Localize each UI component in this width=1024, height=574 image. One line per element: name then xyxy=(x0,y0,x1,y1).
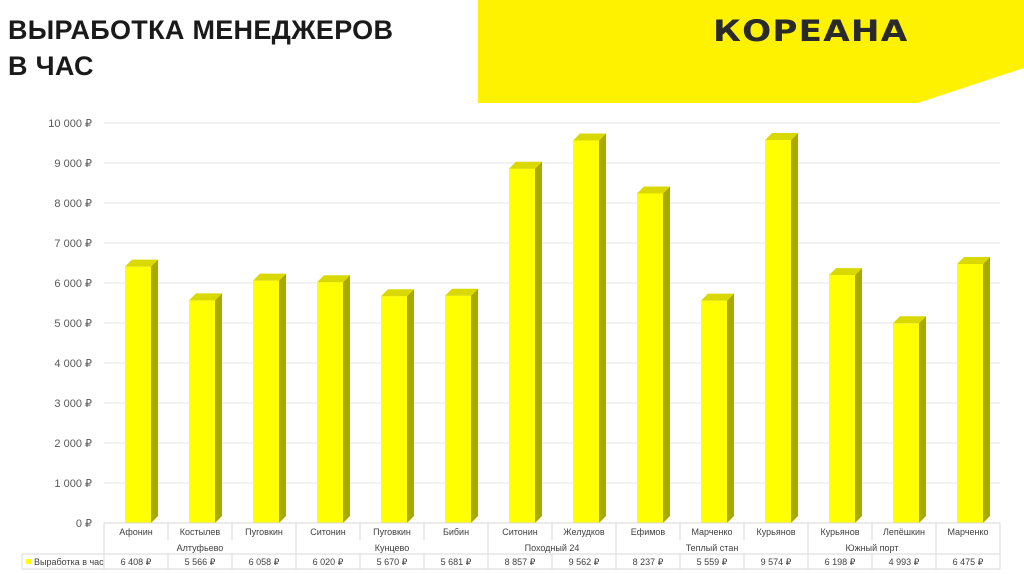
bar-top xyxy=(637,186,670,194)
bar-side xyxy=(791,133,798,523)
bar xyxy=(765,140,791,524)
category-label: Костылев xyxy=(180,527,221,537)
bar-top xyxy=(253,273,286,281)
bar-side xyxy=(855,268,862,523)
category-label: Марченко xyxy=(691,527,732,537)
bar-side xyxy=(727,293,734,523)
yellow-banner-shape xyxy=(478,0,1024,103)
group-label: Походный 24 xyxy=(525,543,580,553)
bar-top xyxy=(189,293,222,301)
y-tick-label: 2 000 ₽ xyxy=(54,438,92,450)
category-label: Ситонин xyxy=(310,527,346,537)
bar xyxy=(957,264,983,523)
bar-top xyxy=(701,293,734,301)
category-label: Желудков xyxy=(563,527,605,537)
bar-chart: 0 ₽ 1 000 ₽ 2 000 ₽ 3 000 ₽ 4 000 ₽ 5 000 ₽ 6 … xyxy=(21,118,1001,570)
category-label: Курьянов xyxy=(821,527,860,537)
bar xyxy=(829,275,855,523)
y-tick-label: 4 000 ₽ xyxy=(54,358,92,370)
legend-label: Выработка в час xyxy=(34,557,104,567)
bar-side xyxy=(343,275,350,523)
legend-swatch xyxy=(26,559,31,564)
bar-side xyxy=(919,316,926,523)
y-tick-label: 8 000 ₽ xyxy=(54,198,92,210)
bar xyxy=(253,280,279,523)
header-banner xyxy=(478,0,1024,103)
group-label: Алтуфьево xyxy=(177,543,224,553)
bar-top xyxy=(125,259,158,267)
bar-side xyxy=(279,273,286,523)
y-tick-label: 3 000 ₽ xyxy=(54,398,92,410)
category-label: Лепёшкин xyxy=(883,527,925,537)
bar-top xyxy=(445,288,478,296)
bar xyxy=(189,300,215,523)
bar-side xyxy=(151,259,158,523)
y-tick-label: 5 000 ₽ xyxy=(54,318,92,330)
value-cell: 5 566 ₽ xyxy=(185,557,216,567)
y-tick-label: 1 000 ₽ xyxy=(54,478,92,490)
value-cell: 6 475 ₽ xyxy=(953,557,984,567)
group-label: Теплый стан xyxy=(686,543,739,553)
value-cell: 6 198 ₽ xyxy=(825,557,856,567)
bar-side xyxy=(535,161,542,523)
category-label: Пуговкин xyxy=(245,527,283,537)
bar xyxy=(701,300,727,523)
bar xyxy=(637,193,663,523)
bar xyxy=(445,295,471,523)
bar-side xyxy=(983,257,990,523)
category-label: Афонин xyxy=(119,527,153,537)
bar xyxy=(125,266,151,523)
page-title: ВЫРАБОТКА МЕНЕДЖЕРОВ В ЧАС xyxy=(8,15,394,81)
y-tick-label: 0 ₽ xyxy=(76,518,92,530)
value-cell: 4 993 ₽ xyxy=(889,557,920,567)
bar-side xyxy=(599,133,606,523)
bar xyxy=(509,168,535,523)
category-label: Курьянов xyxy=(757,527,796,537)
category-label: Марченко xyxy=(947,527,988,537)
value-cell: 6 408 ₽ xyxy=(121,557,152,567)
value-cell: 9 574 ₽ xyxy=(761,557,792,567)
y-tick-label: 10 000 ₽ xyxy=(48,118,92,130)
bar-top xyxy=(317,275,350,283)
y-tick-label: 6 000 ₽ xyxy=(54,278,92,290)
bar-side xyxy=(215,293,222,523)
category-label: Пуговкин xyxy=(373,527,411,537)
group-label: Кунцево xyxy=(375,543,409,553)
value-cell: 6 058 ₽ xyxy=(249,557,280,567)
bar-top xyxy=(509,161,542,169)
category-label: Ситонин xyxy=(502,527,538,537)
bar-top xyxy=(893,316,926,324)
category-label: Ефимов xyxy=(631,527,666,537)
value-cell: 8 857 ₽ xyxy=(505,557,536,567)
bar-top xyxy=(765,133,798,141)
value-cell: 5 559 ₽ xyxy=(697,557,728,567)
bar-side xyxy=(663,186,670,523)
bar-side xyxy=(407,289,414,523)
value-cell: 5 670 ₽ xyxy=(377,557,408,567)
value-cell: 8 237 ₽ xyxy=(633,557,664,567)
koreana-logo: КОРЕАНА xyxy=(713,14,909,48)
bar-top xyxy=(829,268,862,276)
value-cell: 9 562 ₽ xyxy=(569,557,600,567)
bar-side xyxy=(471,288,478,523)
bar xyxy=(381,296,407,523)
y-tick-label: 9 000 ₽ xyxy=(54,158,92,170)
bar xyxy=(317,282,343,523)
y-tick-label: 7 000 ₽ xyxy=(54,238,92,250)
bar xyxy=(893,323,919,523)
bar-top xyxy=(381,289,414,297)
value-cell: 6 020 ₽ xyxy=(313,557,344,567)
bar-top xyxy=(957,257,990,264)
bar xyxy=(573,140,599,523)
value-cell: 5 681 ₽ xyxy=(441,557,472,567)
bar-top xyxy=(573,133,606,141)
category-label: Бибин xyxy=(443,527,469,537)
group-label: Южный порт xyxy=(846,543,899,553)
